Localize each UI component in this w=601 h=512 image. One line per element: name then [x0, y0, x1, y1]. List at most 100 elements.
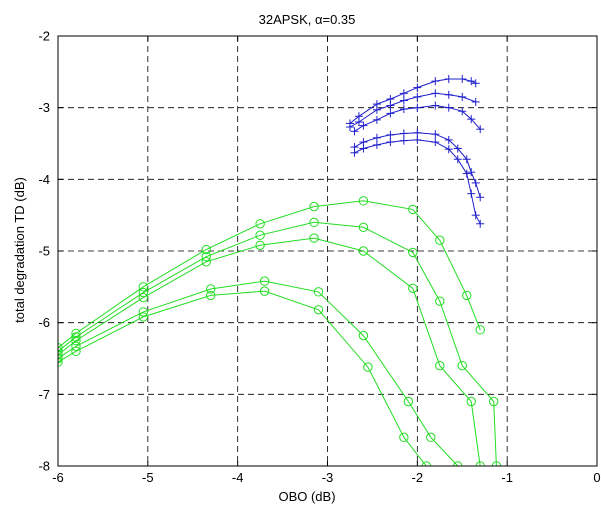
x-tick-label: 0 — [593, 470, 600, 485]
data-point — [431, 89, 440, 98]
data-point — [444, 135, 453, 144]
series-6 — [345, 75, 480, 128]
data-point — [372, 133, 381, 142]
grid — [58, 36, 597, 466]
data-point — [58, 350, 63, 360]
data-point — [444, 103, 453, 112]
data-point — [71, 335, 81, 346]
data-point — [466, 396, 476, 407]
data-point — [201, 244, 211, 255]
data-point — [413, 135, 422, 144]
x-tick-label: -6 — [52, 470, 64, 485]
data-point — [458, 107, 467, 116]
data-point — [435, 235, 445, 245]
data-point — [309, 233, 319, 243]
data-point — [476, 219, 485, 228]
data-point — [255, 230, 265, 240]
data-point — [413, 128, 422, 137]
series-line — [58, 290, 427, 466]
data-point — [444, 90, 453, 99]
data-point — [138, 292, 149, 303]
data-point — [462, 290, 472, 301]
series-10 — [350, 135, 485, 228]
data-point — [471, 178, 480, 187]
data-point — [399, 89, 408, 98]
data-point — [467, 115, 476, 124]
data-point — [399, 136, 408, 145]
data-point — [313, 305, 324, 315]
data-point — [431, 101, 440, 110]
data-point — [386, 138, 395, 147]
data-point — [471, 211, 480, 220]
data-point — [462, 155, 471, 164]
series-8 — [350, 101, 485, 136]
data-point — [435, 360, 445, 371]
data-point — [458, 75, 467, 83]
data-point — [399, 432, 409, 443]
data-point — [345, 123, 354, 132]
series-line — [349, 92, 476, 128]
series-5 — [58, 286, 432, 466]
y-tick-label: -6 — [38, 315, 50, 330]
data-point — [255, 219, 265, 229]
series-layer — [58, 75, 502, 466]
data-point — [403, 396, 414, 407]
data-point — [476, 125, 485, 134]
x-tick-label: -4 — [232, 470, 244, 485]
data-point — [435, 296, 445, 306]
data-point — [358, 246, 369, 256]
data-point — [431, 130, 440, 139]
data-point — [313, 287, 324, 297]
data-point — [467, 77, 476, 86]
y-tick-label: -8 — [38, 459, 50, 474]
x-axis-label: OBO (dB) — [278, 489, 335, 504]
data-point — [138, 282, 149, 292]
series-line — [58, 237, 481, 466]
data-point — [350, 127, 359, 136]
data-point — [467, 168, 476, 177]
data-point — [138, 307, 149, 317]
y-tick-label: -7 — [38, 387, 50, 402]
x-tick-label: -3 — [322, 470, 334, 485]
y-tick-label: -2 — [38, 29, 50, 44]
series-line — [58, 221, 497, 466]
data-point — [413, 103, 422, 112]
data-point — [58, 353, 63, 364]
data-point — [363, 362, 373, 372]
data-point — [201, 252, 211, 262]
data-point — [309, 201, 319, 212]
data-point — [350, 148, 359, 157]
data-point — [71, 346, 81, 357]
axes-layer: -6 -5 -4 -3 -2 -1 0 -8 -7 -6 -5 -4 -3 -2 — [38, 29, 600, 486]
data-point — [359, 121, 368, 130]
data-point — [476, 193, 485, 202]
data-point — [386, 130, 395, 139]
data-point — [138, 287, 149, 298]
y-tick-label: -5 — [38, 244, 50, 259]
data-point — [71, 341, 81, 352]
data-point — [372, 140, 381, 149]
data-point — [201, 257, 211, 267]
data-point — [467, 189, 476, 198]
data-point — [358, 196, 369, 206]
data-point — [58, 357, 63, 367]
series-1 — [58, 196, 485, 353]
y-axis-label: total degradation TD (dB) — [12, 177, 27, 323]
data-point — [462, 169, 471, 178]
data-point — [206, 290, 216, 301]
data-point — [408, 204, 418, 215]
y-tick-label: -4 — [38, 172, 50, 187]
series-line — [58, 280, 459, 466]
data-point — [453, 155, 462, 164]
x-tick-label: -5 — [142, 470, 154, 485]
data-point — [458, 92, 467, 101]
data-point — [399, 129, 408, 138]
data-point — [431, 138, 440, 147]
data-point — [488, 396, 499, 407]
data-point — [444, 145, 453, 154]
data-point — [431, 77, 440, 86]
data-point — [399, 105, 408, 114]
data-point — [255, 240, 265, 250]
data-point — [444, 75, 453, 83]
